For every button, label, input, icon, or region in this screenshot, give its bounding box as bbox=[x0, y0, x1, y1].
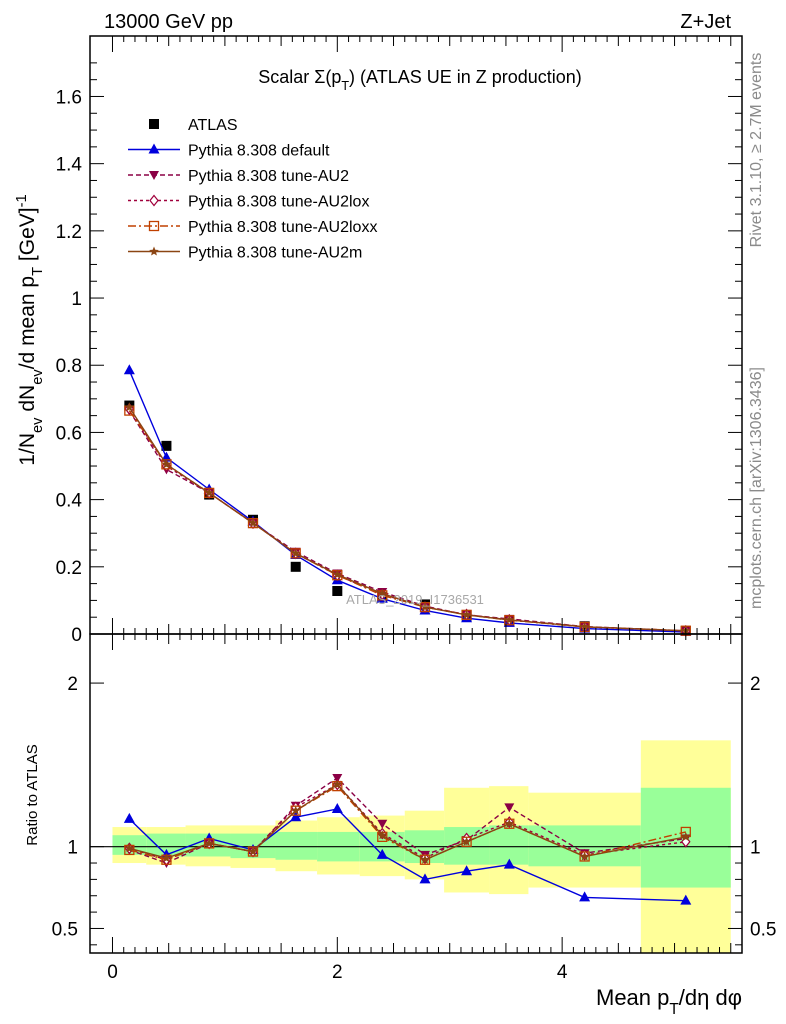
ratio-point-4-10 bbox=[579, 851, 590, 861]
ratio-point-0-7 bbox=[419, 873, 431, 884]
plot-title: Scalar Σ(pT) (ATLAS UE in Z production) bbox=[258, 67, 582, 93]
ratio-series-line-0 bbox=[128, 808, 686, 902]
legend-label-2: Pythia 8.308 tune-AU2 bbox=[188, 168, 349, 185]
mcplots-label: mcplots.cern.ch [arXiv:1306.3436] bbox=[748, 367, 765, 609]
ratio-point-0-4 bbox=[290, 811, 302, 822]
main-point-5-1 bbox=[161, 459, 172, 469]
main-ytick-label: 0.4 bbox=[56, 491, 83, 512]
ratio-point-0-6 bbox=[376, 848, 388, 859]
legend-label-4: Pythia 8.308 tune-AU2loxx bbox=[188, 219, 377, 236]
legend-entry-5: Pythia 8.308 tune-AU2m bbox=[128, 245, 362, 262]
legend-entry-1: Pythia 8.308 default bbox=[128, 143, 330, 160]
legend-marker-5 bbox=[149, 246, 159, 256]
main-point-5-8 bbox=[461, 609, 472, 619]
axes: 0 0.2 0.4 0.6 0.8 1 1.2 1.4 1.6 0 2 4 0.5 0.5 1 1 2 2 bbox=[52, 35, 776, 983]
ratio-point-4-2 bbox=[204, 838, 214, 848]
legend-marker-0 bbox=[149, 119, 159, 129]
ratio-point-4-8 bbox=[461, 836, 472, 846]
main-ytick-label: 0.8 bbox=[56, 356, 82, 377]
main-point-5-2 bbox=[204, 487, 214, 497]
ratio-point-4-1 bbox=[161, 853, 172, 863]
ratio-ytick-label-right: 0.5 bbox=[750, 919, 776, 940]
main-point-5-6 bbox=[377, 588, 387, 598]
main-ytick-label: 1 bbox=[71, 289, 82, 310]
legend-label-0: ATLAS bbox=[188, 117, 238, 134]
legend-entry-0: ATLAS bbox=[149, 117, 238, 134]
ratio-point-0-5 bbox=[331, 803, 343, 814]
ratio-point-1-9 bbox=[504, 803, 515, 813]
main-point-1-0 bbox=[123, 364, 135, 375]
ratio-point-0-9 bbox=[503, 858, 515, 869]
ratio-point-1-6 bbox=[377, 819, 388, 829]
legend-marker-2 bbox=[149, 171, 159, 180]
ratio-point-4-6 bbox=[377, 830, 387, 840]
ratio-point-0-11 bbox=[680, 894, 692, 905]
main-ytick-label: 1.6 bbox=[56, 87, 82, 108]
ratio-ytick-label-right: 1 bbox=[750, 838, 761, 859]
ratio-ytick-label: 0.5 bbox=[52, 919, 78, 940]
main-ytick-label: 0.6 bbox=[56, 423, 82, 444]
main-point-5-3 bbox=[248, 518, 258, 528]
main-y-axis-label: 1/Nev dNev/d mean pT [GeV]-1 bbox=[14, 194, 46, 465]
legend-entry-2: Pythia 8.308 tune-AU2 bbox=[128, 168, 349, 185]
main-point-5-5 bbox=[332, 569, 343, 579]
watermark: ATLAS_2019_I1736531 bbox=[346, 592, 484, 607]
ratio-ytick-label: 2 bbox=[67, 674, 78, 695]
legend-marker-4 bbox=[148, 220, 160, 232]
ratio-panel-series bbox=[123, 773, 692, 905]
main-point-5-7 bbox=[420, 602, 430, 612]
ratio-series-line-4 bbox=[129, 783, 686, 861]
main-point-5-0 bbox=[124, 402, 135, 412]
legend-label-5: Pythia 8.308 tune-AU2m bbox=[188, 245, 362, 262]
band-inner-4 bbox=[275, 831, 318, 860]
ratio-point-4-5 bbox=[332, 779, 343, 789]
legend-marker-3 bbox=[149, 194, 159, 207]
ratio-point-4-0 bbox=[124, 843, 135, 853]
ratio-series-4 bbox=[124, 779, 691, 864]
main-ytick-label: 0.2 bbox=[56, 558, 82, 579]
ratio-series-line-1 bbox=[129, 777, 686, 864]
main-point-5-4 bbox=[291, 548, 301, 558]
legend-label-1: Pythia 8.308 default bbox=[188, 143, 330, 160]
ratio-xtick-label: 2 bbox=[332, 962, 343, 983]
header-left: 13000 GeV pp bbox=[104, 11, 233, 33]
ratio-xtick-label: 4 bbox=[557, 962, 568, 983]
band-inner-9 bbox=[489, 825, 529, 865]
main-ytick-label: 0 bbox=[71, 625, 82, 646]
ratio-point-1-5 bbox=[332, 773, 343, 783]
legend-entry-4: Pythia 8.308 tune-AU2loxx bbox=[128, 219, 377, 236]
ratio-ytick-label: 1 bbox=[67, 838, 78, 859]
legend-label-3: Pythia 8.308 tune-AU2lox bbox=[188, 194, 369, 211]
main-ytick-label: 1.2 bbox=[56, 222, 82, 243]
main-series-line-5 bbox=[128, 406, 686, 632]
ratio-y-axis-label: Ratio to ATLAS bbox=[24, 744, 41, 845]
main-series-line-1 bbox=[128, 370, 686, 633]
rivet-version-label: Rivet 3.1.10, ≥ 2.7M events bbox=[748, 53, 765, 248]
legend: ATLAS Pythia 8.308 default Pythia 8.308 tu… bbox=[128, 117, 377, 262]
main-point-0-4 bbox=[290, 561, 301, 572]
legend-entry-3: Pythia 8.308 tune-AU2lox bbox=[128, 194, 369, 211]
ratio-point-4-11 bbox=[681, 831, 691, 841]
ratio-xtick-label: 0 bbox=[107, 962, 118, 983]
main-point-0-1 bbox=[161, 440, 172, 451]
main-point-5-9 bbox=[504, 614, 515, 624]
ratio-point-0-10 bbox=[579, 891, 591, 902]
main-point-5-10 bbox=[579, 621, 590, 631]
ratio-point-4-3 bbox=[248, 846, 258, 856]
ratio-point-0-0 bbox=[123, 812, 135, 823]
main-ytick-label: 1.4 bbox=[56, 155, 83, 176]
x-axis-label: Mean pT/dη dφ bbox=[596, 985, 742, 1018]
main-series-5 bbox=[124, 402, 691, 635]
main-point-0-5 bbox=[332, 585, 343, 596]
ratio-point-4-9 bbox=[504, 818, 515, 828]
header-right: Z+Jet bbox=[680, 11, 731, 33]
main-panel-series bbox=[123, 364, 692, 637]
ratio-point-4-4 bbox=[291, 805, 301, 815]
legend-marker-1 bbox=[148, 143, 160, 154]
ratio-ytick-label-right: 2 bbox=[750, 674, 761, 695]
ratio-point-0-8 bbox=[461, 865, 473, 876]
ratio-point-4-7 bbox=[420, 854, 430, 864]
